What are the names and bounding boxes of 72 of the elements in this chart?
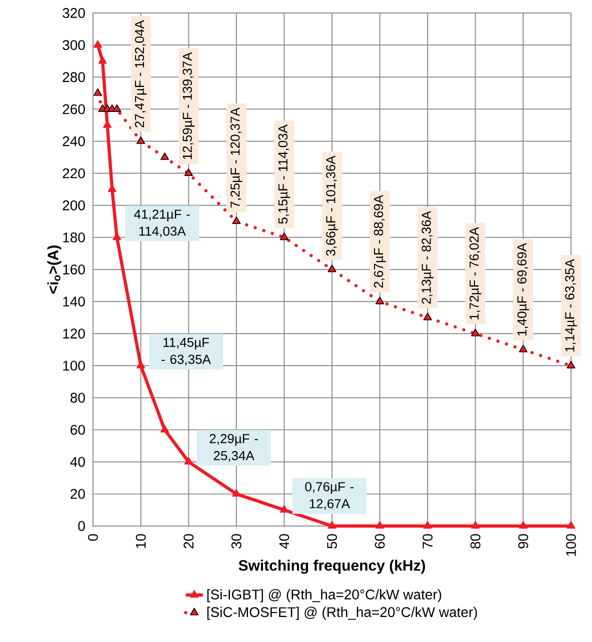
y-tick-label: 280	[62, 72, 85, 82]
y-tick-label: 80	[70, 392, 85, 403]
x-tick-label: 30	[231, 534, 242, 549]
y-tick-label: 160	[63, 264, 85, 274]
point	[328, 264, 336, 272]
point	[136, 136, 146, 144]
y-tick-label: 200	[62, 200, 85, 210]
y-tick-label: 300	[62, 40, 85, 50]
annotation: 1,14µF - 63,35A	[565, 259, 577, 352]
point	[232, 216, 241, 224]
x-tick-label: 60	[374, 534, 385, 548]
y-tick-label: 100	[63, 360, 85, 371]
y-tick-label: 120	[63, 328, 85, 339]
legend-label: [Si-IGBT] @ (Rth_ha=20°C/kW water)	[207, 589, 442, 602]
annotation: 3,66µF - 101,36A	[326, 156, 338, 256]
point	[160, 424, 169, 432]
point	[184, 168, 193, 176]
point	[136, 360, 146, 368]
y-tick-label: 60	[70, 424, 85, 435]
y-tick-label: 180	[63, 232, 85, 242]
annotation: 11,45µF - 63,35A	[162, 338, 211, 366]
point	[518, 344, 528, 352]
annotation: 5,15µF - 114,03A	[278, 124, 290, 224]
point	[93, 40, 102, 48]
y-tick-label: 0	[78, 521, 85, 531]
point	[471, 328, 480, 336]
annotation: 7,25µF - 120,37A	[230, 108, 242, 208]
y-tick-label: 320	[62, 8, 85, 18]
point	[566, 521, 576, 529]
y-tick-label: 240	[62, 136, 85, 146]
y-tick-label: 220	[62, 168, 85, 178]
annotation: 1,40µF - 69,69A	[517, 243, 530, 336]
annotation: 2,29µF - 25,34A	[210, 434, 258, 462]
y-tick-label: 140	[63, 296, 85, 307]
annotation: 41,21µF - 114,03A	[134, 210, 190, 238]
annotation: 2,13µF - 82,36A	[422, 210, 434, 304]
x-tick-label: 90	[518, 534, 528, 548]
y-tick-label: 20	[70, 488, 85, 499]
point	[328, 521, 336, 529]
point	[518, 521, 528, 529]
point	[232, 489, 241, 497]
y-axis-title: <i$_{o}$>(A)	[47, 246, 62, 294]
x-tick-label: 10	[136, 534, 146, 548]
point	[566, 360, 576, 368]
annotation: 1,72µF - 76,02A	[470, 226, 482, 320]
annotation: 2,67µF - 88,69A	[374, 194, 386, 288]
annotation: 12,59µF - 139,37A	[182, 52, 194, 160]
x-tick-label: 0	[88, 534, 98, 541]
point	[98, 56, 107, 64]
x-tick-label: 100	[566, 534, 576, 556]
point	[112, 104, 122, 112]
point	[423, 312, 432, 320]
point	[376, 521, 384, 529]
x-tick-label: 80	[470, 534, 480, 548]
point	[280, 505, 288, 513]
x-tick-label: 40	[279, 534, 290, 549]
point	[471, 521, 480, 529]
point	[184, 456, 193, 465]
point	[280, 232, 288, 240]
x-tick-label: 20	[184, 534, 194, 548]
x-tick-label: 70	[422, 534, 433, 548]
y-tick-label: 260	[62, 104, 85, 114]
x-axis-title: Switching frequency (kHz)	[238, 560, 426, 574]
legend-label: [SiC-MOSFET] @ (Rth_ha=20°C/kW water)	[207, 606, 477, 620]
point	[93, 88, 102, 96]
annotation: 27,47µF - 152,04A	[134, 20, 147, 128]
annotation: 0,76µF - 12,67A	[305, 482, 354, 510]
point	[376, 296, 384, 304]
point	[423, 521, 432, 529]
point	[160, 152, 169, 160]
x-tick-label: 50	[327, 534, 337, 549]
y-tick-label: 40	[70, 456, 85, 467]
